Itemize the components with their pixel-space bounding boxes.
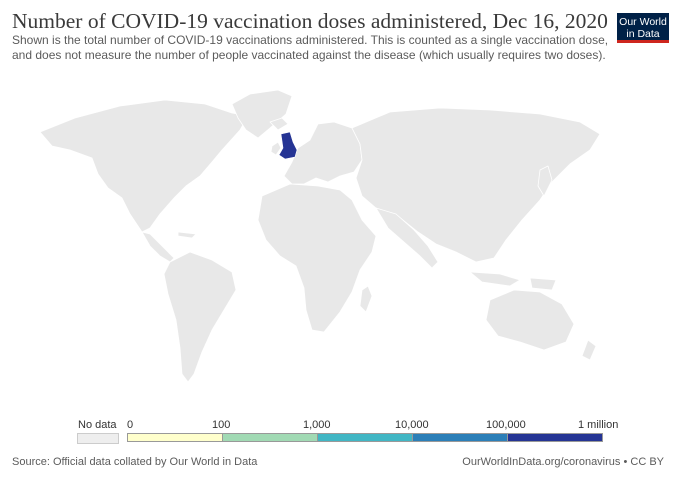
legend-bin-100000-1million[interactable] [507,433,603,442]
south-asia[interactable] [375,207,439,269]
legend-tick-1-million: 1 million [578,419,619,431]
central-america[interactable] [141,231,175,263]
north-america[interactable] [39,99,249,233]
legend-bin-10000-100000[interactable] [412,433,508,442]
legend-tick-10000: 10,000 [395,419,429,431]
united-kingdom[interactable] [278,131,298,160]
japan[interactable] [537,165,553,197]
madagascar[interactable] [359,285,373,313]
iceland[interactable] [269,117,289,131]
new-zealand[interactable] [581,339,597,361]
legend-tick-0: 0 [127,419,134,431]
owid-logo[interactable]: Our World in Data [617,13,669,43]
legend-no-data-label: No data [78,419,117,431]
chart-title: Number of COVID-19 vaccination doses adm… [12,9,608,33]
logo-line-1: Our World [619,16,667,28]
license-link[interactable]: OurWorldInData.org/coronavirus • CC BY [462,456,664,468]
australia[interactable] [485,289,575,351]
chart-subtitle: Shown is the total number of COVID-19 va… [12,33,609,62]
subtitle-line-2: and does not measure the number of peopl… [12,47,606,62]
legend-bin-0-100[interactable] [127,433,223,442]
ireland[interactable] [270,141,282,156]
logo-line-2: in Data [626,28,660,40]
source-note: Source: Official data collated by Our Wo… [12,456,258,468]
asia[interactable] [351,107,601,263]
legend-tick-100: 100 [212,419,231,431]
subtitle-line-1: Shown is the total number of COVID-19 va… [12,33,609,47]
legend-bin-1000-10000[interactable] [317,433,413,442]
papua[interactable] [529,277,557,291]
legend-no-data-swatch[interactable] [77,433,119,444]
legend-tick-1000: 1,000 [303,419,331,431]
legend-tick-100000: 100,000 [486,419,526,431]
greenland[interactable] [231,89,293,139]
south-america[interactable] [163,251,237,383]
caribbean-islands[interactable] [177,231,197,239]
legend-bin-100-1000[interactable] [222,433,318,442]
africa[interactable] [257,183,377,333]
indonesia[interactable] [469,271,521,287]
